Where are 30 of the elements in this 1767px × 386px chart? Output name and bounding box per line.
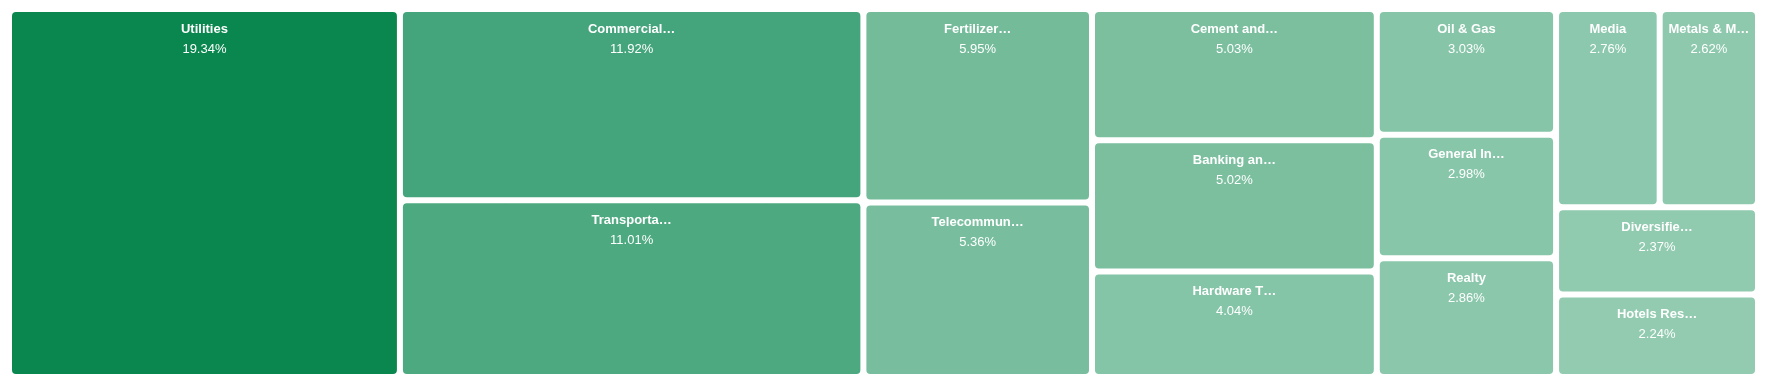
category-label: General In…: [1428, 146, 1505, 162]
category-label: Hardware T…: [1192, 282, 1277, 298]
category-label: Transporta…: [591, 211, 672, 227]
category-label: Utilities: [180, 20, 228, 36]
category-label: Realty: [1446, 269, 1487, 285]
category-label: Media: [1589, 20, 1628, 36]
category-label: Banking an…: [1192, 151, 1276, 167]
data-label: 11.01%: [610, 231, 654, 247]
data-label: 4.04%: [1215, 302, 1254, 318]
category-label: Telecommun…: [931, 214, 1024, 230]
data-label: 5.95%: [959, 40, 997, 56]
data-label: 11.92%: [610, 40, 654, 56]
data-label: 19.34%: [182, 40, 227, 56]
category-label: Diversifie…: [1621, 218, 1693, 234]
data-label: 5.02%: [1215, 171, 1254, 187]
data-label: 2.86%: [1448, 289, 1486, 305]
data-label: 3.03%: [1448, 40, 1486, 56]
category-label: Hotels Res…: [1616, 305, 1698, 321]
data-label: 5.36%: [959, 234, 997, 250]
category-label: Commercial…: [587, 20, 676, 36]
data-label: 2.37%: [1638, 238, 1676, 254]
data-label: 2.76%: [1589, 40, 1627, 56]
data-label: 2.62%: [1690, 40, 1728, 56]
data-label: 2.98%: [1448, 166, 1486, 182]
data-label: 5.03%: [1215, 40, 1254, 56]
category-label: Fertilizer…: [944, 20, 1012, 36]
category-label: Cement and…: [1190, 20, 1279, 36]
category-label: Oil & Gas: [1437, 20, 1496, 36]
data-label: 2.24%: [1638, 325, 1676, 341]
category-label: Metals & M…: [1668, 20, 1750, 36]
